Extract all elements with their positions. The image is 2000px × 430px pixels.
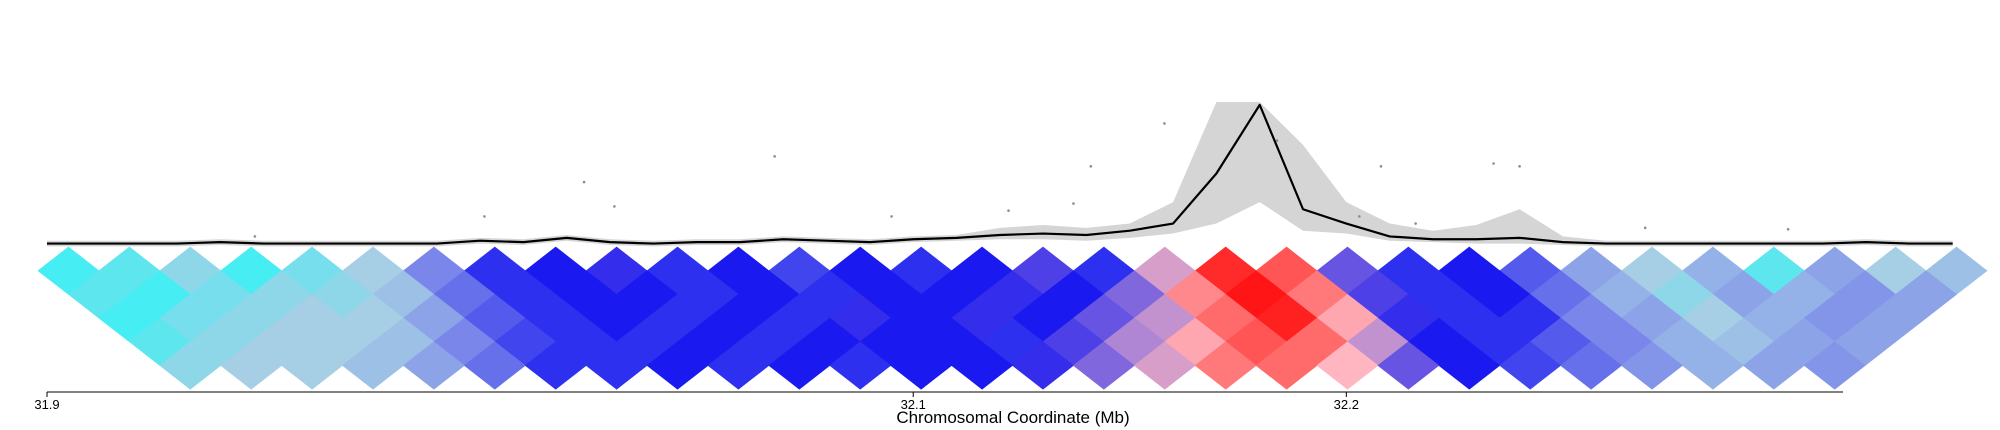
heatmap-cell <box>281 341 344 390</box>
data-point <box>1275 139 1279 142</box>
x-tick-label: 31.9 <box>34 397 59 412</box>
data-point <box>1379 165 1383 168</box>
heatmap-cell <box>1012 341 1074 390</box>
heatmap-cell <box>463 341 526 390</box>
heatmap-cell <box>342 341 404 390</box>
data-point <box>1492 162 1495 165</box>
heatmap-cell <box>402 341 465 390</box>
data-point <box>253 235 257 238</box>
data-point <box>890 215 893 218</box>
heatmap-cell <box>829 341 892 390</box>
heatmap-cell <box>524 341 587 390</box>
heatmap-cell <box>951 341 1013 390</box>
x-tick-label: 32.2 <box>1334 397 1359 412</box>
x-axis-title: Chromosomal Coordinate (Mb) <box>896 408 1129 427</box>
heatmap-cell <box>1803 341 1866 390</box>
data-point <box>1072 202 1075 205</box>
data-point <box>1007 209 1010 212</box>
x-tick-label: 32.1 <box>901 397 926 412</box>
heatmap-cell <box>1560 341 1623 390</box>
heatmap-cell <box>1681 341 1744 390</box>
data-point <box>773 155 776 158</box>
heatmap-cell <box>1072 341 1135 390</box>
data-point <box>1163 122 1166 125</box>
heatmap-cell <box>159 341 222 390</box>
heatmap-cell <box>768 341 831 390</box>
data-point <box>1089 165 1093 168</box>
data-point <box>1358 215 1361 218</box>
data-point <box>582 180 586 184</box>
heatmap-cell <box>1499 341 1562 390</box>
heatmap-cell <box>1194 341 1257 390</box>
heatmap-cell <box>1438 341 1501 390</box>
signal-line <box>47 103 1953 245</box>
heatmap-cell <box>585 341 648 390</box>
heatmap-cell <box>1133 341 1196 390</box>
data-point <box>483 215 486 218</box>
heatmap-cell <box>646 341 709 390</box>
data-point <box>613 205 616 208</box>
heatmap-cell <box>1316 341 1379 390</box>
heatmap-cell <box>1742 341 1805 390</box>
heatmap-cell <box>220 341 283 390</box>
heatmap-cell <box>707 341 770 390</box>
heatmap-cell <box>890 341 953 390</box>
data-point <box>1786 227 1790 231</box>
data-point <box>1643 226 1647 230</box>
confidence-band <box>47 102 1953 247</box>
heatmap-cell <box>1377 341 1440 390</box>
data-point <box>1414 222 1417 225</box>
heatmap-cell <box>1255 341 1318 390</box>
data-point <box>1518 165 1521 168</box>
heatmap-cell <box>1621 341 1683 390</box>
